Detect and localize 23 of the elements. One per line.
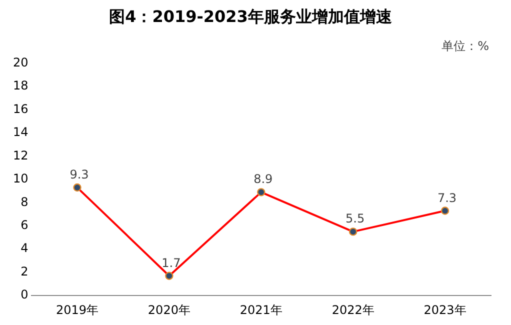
y-tick-label: 8: [20, 194, 28, 209]
x-tick-label: 2021年: [240, 302, 282, 317]
x-tick-label: 2022年: [332, 302, 374, 317]
y-tick-label: 16: [12, 102, 28, 116]
data-label: 9.3: [70, 168, 89, 182]
x-tick-label: 2019年: [56, 302, 99, 317]
text: 单位：%: [442, 39, 489, 53]
y-tick-label: 12: [12, 148, 28, 162]
chart-title: 图4：2019-2023年服务业增加值增速: [109, 6, 393, 26]
y-tick-label: 4: [20, 241, 28, 256]
data-label: 5.5: [346, 212, 365, 226]
data-label: 8.9: [254, 172, 273, 186]
y-tick-label: 0: [20, 288, 28, 302]
x-tick-label: 2020年: [148, 302, 190, 317]
data-label: 7.3: [437, 190, 457, 205]
y-tick-label: 6: [20, 218, 28, 232]
y-tick-label: 14: [12, 125, 28, 140]
data-label: 1.7: [162, 256, 181, 270]
y-tick-label: 20: [12, 55, 28, 70]
y-tick-label: 10: [12, 172, 28, 186]
x-tick-label: 2023年: [424, 302, 466, 317]
y-tick-label: 18: [12, 78, 28, 93]
y-tick-label: 2: [20, 264, 28, 278]
